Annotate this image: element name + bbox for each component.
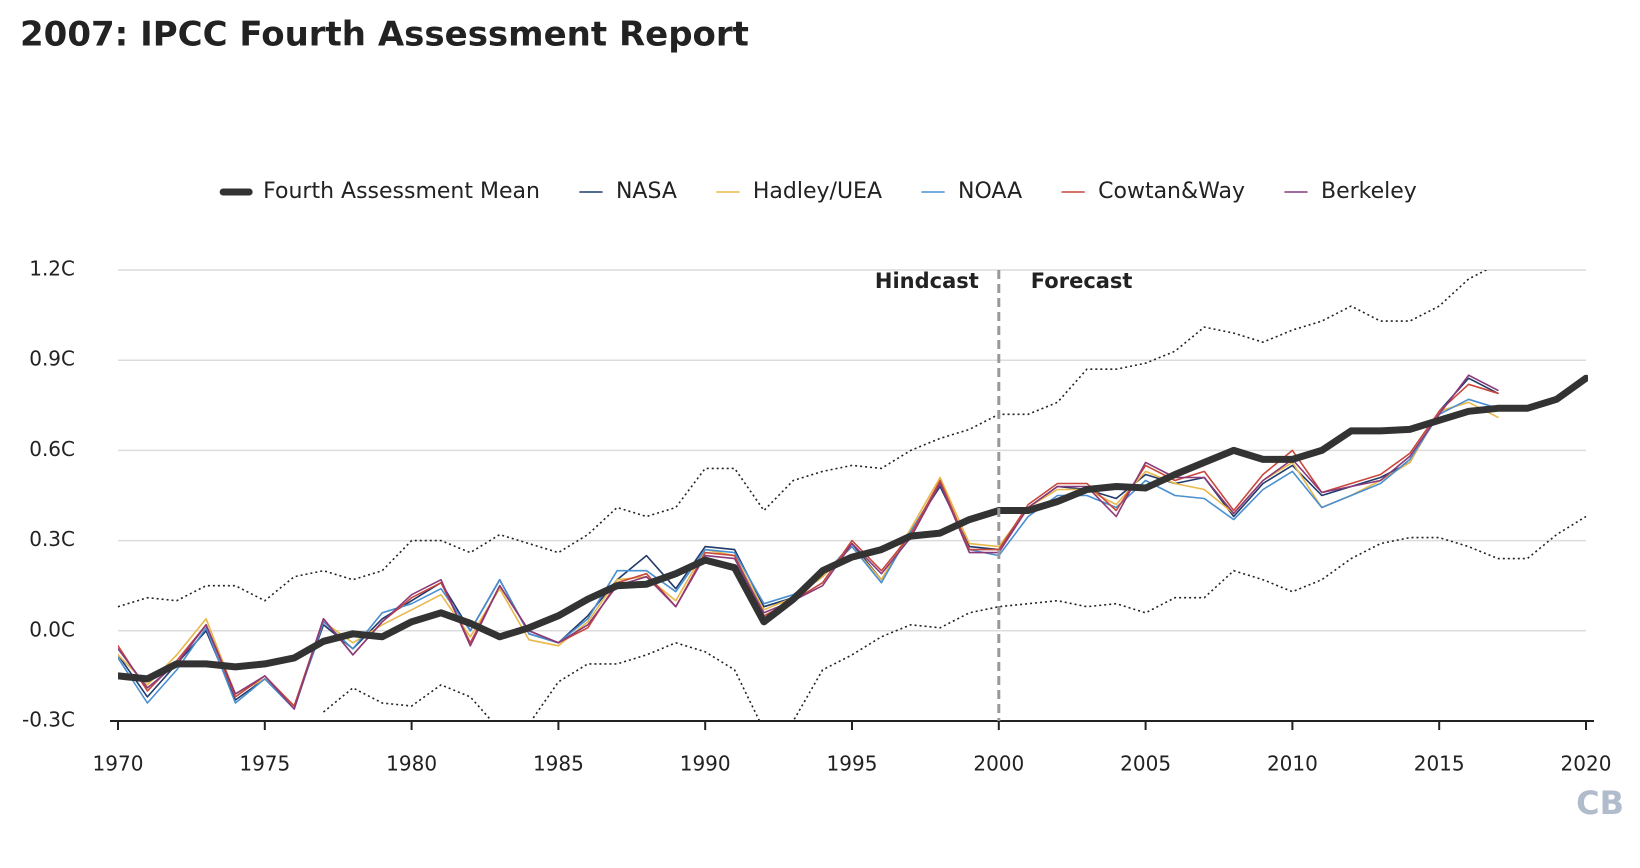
series-line	[118, 401, 1499, 707]
range-lower	[322, 515, 1587, 721]
legend-label: NASA	[616, 179, 677, 204]
series-line	[118, 383, 1499, 707]
series-line	[118, 374, 1588, 683]
legend-item: Cowtan&Way	[1061, 179, 1245, 204]
x-tick-label: 2005	[1120, 752, 1171, 776]
legend-label: Hadley/UEA	[753, 179, 882, 204]
y-tick-label: 0.3C	[29, 527, 75, 551]
legend-item: Berkeley	[1284, 179, 1417, 204]
x-tick-label: 2000	[973, 752, 1024, 776]
x-tick-label: 2020	[1561, 752, 1612, 776]
series-line	[118, 377, 1499, 707]
divider-label: Forecast	[1031, 269, 1133, 293]
x-tick-label: 1995	[827, 752, 878, 776]
legend-item: NOAA	[921, 179, 1022, 204]
y-tick-label: 0.6C	[29, 437, 75, 461]
x-tick-label: 2015	[1414, 752, 1465, 776]
plot-area	[118, 270, 1588, 721]
y-tick-label: -0.3C	[22, 708, 75, 732]
legend-label: Berkeley	[1321, 179, 1417, 204]
x-tick-label: 1990	[680, 752, 731, 776]
x-tick-label: 2010	[1267, 752, 1318, 776]
series-line	[118, 374, 1499, 710]
legend-label: Fourth Assessment Mean	[263, 179, 540, 204]
y-tick-label: 0.0C	[29, 617, 75, 641]
legend-item: Fourth Assessment Mean	[219, 179, 540, 204]
legend-label: Cowtan&Way	[1098, 179, 1245, 204]
x-tick-label: 1970	[93, 752, 144, 776]
legend-item: Hadley/UEA	[716, 179, 882, 204]
legend-label: NOAA	[958, 179, 1022, 204]
y-tick-label: 0.9C	[29, 347, 75, 371]
y-tick-label: 1.2C	[29, 257, 75, 281]
series-line	[118, 398, 1499, 710]
x-tick-label: 1985	[533, 752, 584, 776]
x-tick-label: 1980	[386, 752, 437, 776]
range-upper	[118, 270, 1488, 608]
logo: CB	[1576, 784, 1624, 822]
legend-item: NASA	[579, 179, 677, 204]
divider-label: Hindcast	[875, 269, 979, 293]
x-tick-label: 1975	[239, 752, 290, 776]
chart-title: 2007: IPCC Fourth Assessment Report	[20, 15, 749, 55]
